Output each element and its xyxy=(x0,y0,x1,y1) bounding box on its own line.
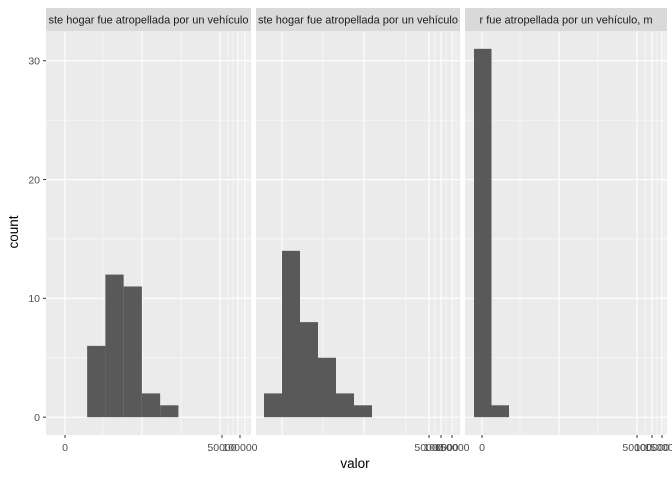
y-tick-label: 20 xyxy=(28,174,40,186)
y-tick-label: 10 xyxy=(28,293,40,305)
facet-panel-1: ste hogar fue atropellada por un vehícul… xyxy=(46,8,258,454)
histogram-bar xyxy=(474,48,492,418)
histogram-bars-3 xyxy=(474,48,509,418)
panel-background-3 xyxy=(465,31,667,435)
histogram-bar xyxy=(87,345,106,418)
histogram-bar xyxy=(160,405,179,418)
y-tick-label: 30 xyxy=(28,56,40,68)
histogram-bars-1 xyxy=(87,274,179,418)
histogram-bar xyxy=(264,393,282,418)
y-axis: 0 10 20 30 xyxy=(28,56,46,424)
histogram-bar xyxy=(491,405,509,418)
histogram-bar xyxy=(354,405,372,418)
histogram-bar xyxy=(123,286,142,418)
x-tick-label: 50000 xyxy=(207,442,236,454)
histogram-bar xyxy=(300,322,318,418)
histogram-bar xyxy=(282,250,300,418)
x-tick-label: 50000 xyxy=(414,442,443,454)
facet-strip-label-2: ste hogar fue atropellada por un vehícul… xyxy=(258,15,458,27)
histogram-bar xyxy=(105,274,124,418)
gridlines-2 xyxy=(256,31,460,435)
x-tick-label: 150000 xyxy=(644,442,672,454)
facet-strip-label-1: ste hogar fue atropellada por un vehícul… xyxy=(49,15,249,27)
x-tick-label: 100000 xyxy=(222,442,257,454)
x-tick-label: 0 xyxy=(62,442,68,454)
gridlines-1 xyxy=(46,31,251,435)
y-tick-label: 0 xyxy=(34,412,40,424)
x-tick-label: 100000 xyxy=(423,442,458,454)
x-tick-label: 50000 xyxy=(622,442,651,454)
x-tick-label: 100000 xyxy=(634,442,669,454)
facet-strip-1 xyxy=(46,8,251,31)
histogram-bar xyxy=(141,393,161,418)
x-tick-label: 150000 xyxy=(434,442,469,454)
panel-background-1 xyxy=(46,31,251,435)
facet-strip-label-3: r fue atropellada por un vehículo, m xyxy=(479,15,652,27)
x-tick-label: 0 xyxy=(479,442,485,454)
histogram-bar xyxy=(318,357,336,418)
x-axis-title: valor xyxy=(340,456,370,471)
y-axis-title: count xyxy=(6,215,21,248)
facet-panel-2: ste hogar fue atropellada por un vehícul… xyxy=(256,8,470,454)
facet-strip-3 xyxy=(465,8,667,31)
histogram-bars-2 xyxy=(264,250,372,418)
facet-strip-2 xyxy=(256,8,460,31)
facet-panel-3: r fue atropellada por un vehículo, m 0 50… xyxy=(465,8,672,454)
histogram-bar xyxy=(336,393,354,418)
